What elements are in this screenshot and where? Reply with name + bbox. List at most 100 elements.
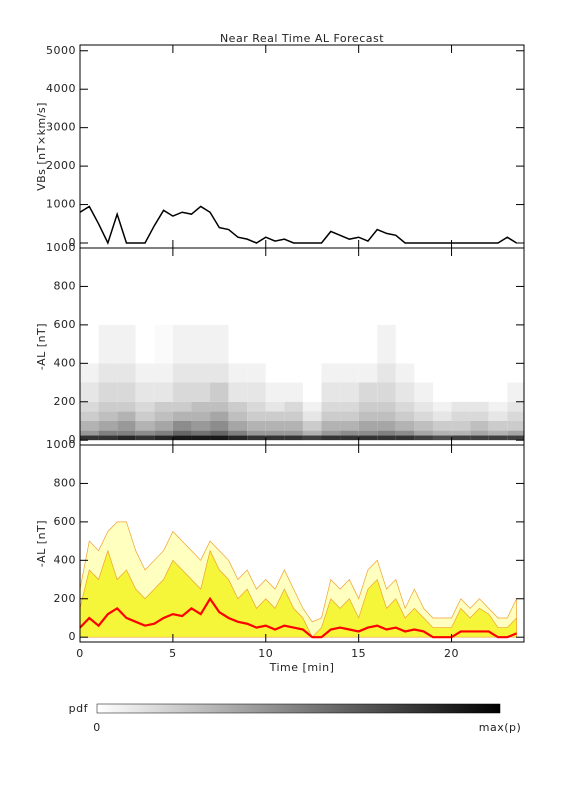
heat-cell (302, 430, 322, 436)
heat-cell (488, 363, 508, 383)
heat-cell (414, 401, 433, 412)
heat-cell (80, 401, 99, 412)
heat-cell (284, 420, 303, 431)
heat-cell (172, 411, 192, 421)
heat-cell (247, 420, 266, 431)
heat-cell (191, 420, 211, 431)
heat-cell (321, 420, 341, 431)
heat-cell (451, 420, 471, 431)
heat-cell (340, 382, 359, 402)
colorbar-max: max(p) (479, 721, 522, 734)
y-tick-label: 1000 (46, 198, 76, 211)
heat-cell (340, 435, 359, 441)
heat-cell (451, 430, 471, 436)
heat-cell (191, 435, 211, 441)
heat-cell (247, 363, 266, 383)
heat-cell (191, 401, 211, 412)
heat-cell (377, 363, 396, 383)
heat-cell (228, 401, 248, 412)
heat-cell (172, 430, 192, 436)
heat-cell (414, 411, 433, 421)
heat-cell (302, 401, 322, 412)
heat-cell (432, 430, 452, 436)
heat-cell (377, 382, 396, 402)
heat-cell (321, 382, 341, 402)
heat-cell (377, 411, 396, 421)
y-tick-label: 1000 (46, 438, 76, 451)
heat-cell (395, 435, 415, 441)
y-tick-label: 0 (69, 630, 77, 643)
heat-cell (321, 363, 341, 383)
heat-cell (284, 324, 303, 364)
heat-cell (395, 401, 415, 412)
x-tick-label: 5 (169, 647, 177, 660)
heat-cell (470, 411, 489, 421)
heat-cell (488, 401, 508, 412)
heat-cell (507, 420, 524, 431)
heat-cell (507, 382, 524, 402)
heat-cell (488, 382, 508, 402)
heat-cell (340, 420, 359, 431)
y-tick-label: 400 (54, 553, 77, 566)
heat-cell (284, 382, 303, 402)
heat-cell (284, 411, 303, 421)
heat-cell (98, 363, 118, 383)
heat-cell (117, 382, 136, 402)
heat-cell (377, 324, 396, 364)
heat-cell (340, 363, 359, 383)
heat-cell (228, 430, 248, 436)
heat-cell (247, 430, 266, 436)
heat-cell (98, 411, 118, 421)
heat-cell (340, 401, 359, 412)
heat-cell (228, 420, 248, 431)
heat-cell (135, 324, 155, 364)
heat-cell (284, 363, 303, 383)
heat-cell (284, 401, 303, 412)
heat-cell (395, 382, 415, 402)
y-tick-label: 2000 (46, 159, 76, 172)
heat-cell (432, 411, 452, 421)
heat-cell (432, 401, 452, 412)
heat-cell (507, 430, 524, 436)
heat-cell (302, 435, 322, 441)
heat-cell (358, 363, 378, 383)
heat-cell (377, 430, 396, 436)
heat-cell (321, 324, 341, 364)
heat-cell (488, 435, 508, 441)
heat-cell (154, 435, 173, 441)
heat-cell (228, 411, 248, 421)
x-tick-label: 0 (76, 647, 84, 660)
heat-cell (210, 435, 229, 441)
heat-cell (228, 324, 248, 364)
heat-cell (80, 435, 99, 441)
heat-cell (470, 430, 489, 436)
heat-cell (265, 420, 285, 431)
heat-cell (507, 435, 524, 441)
heat-cell (172, 324, 192, 364)
chart-title: Near Real Time AL Forecast (220, 32, 384, 45)
heat-cell (172, 363, 192, 383)
data-line (79, 205, 517, 246)
heat-cell (451, 363, 471, 383)
heat-cell (414, 435, 433, 441)
heat-cell (470, 324, 489, 364)
heat-cell (172, 401, 192, 412)
y-tick-label: 600 (54, 515, 77, 528)
heat-cell (265, 401, 285, 412)
heat-cell (432, 324, 452, 364)
heat-cell (135, 401, 155, 412)
median-line (79, 596, 517, 639)
heat-cell (302, 324, 322, 364)
heat-cell (507, 401, 524, 412)
heat-cell (432, 435, 452, 441)
heat-cell (210, 411, 229, 421)
heat-cell (265, 411, 285, 421)
heat-cell (80, 324, 99, 364)
y-axis-label: -AL [nT] (35, 323, 48, 370)
heat-cell (154, 363, 173, 383)
heat-cell (80, 430, 99, 436)
heat-cell (210, 420, 229, 431)
heat-cell (470, 363, 489, 383)
heat-cell (358, 411, 378, 421)
y-tick-label: 0 (69, 433, 77, 446)
